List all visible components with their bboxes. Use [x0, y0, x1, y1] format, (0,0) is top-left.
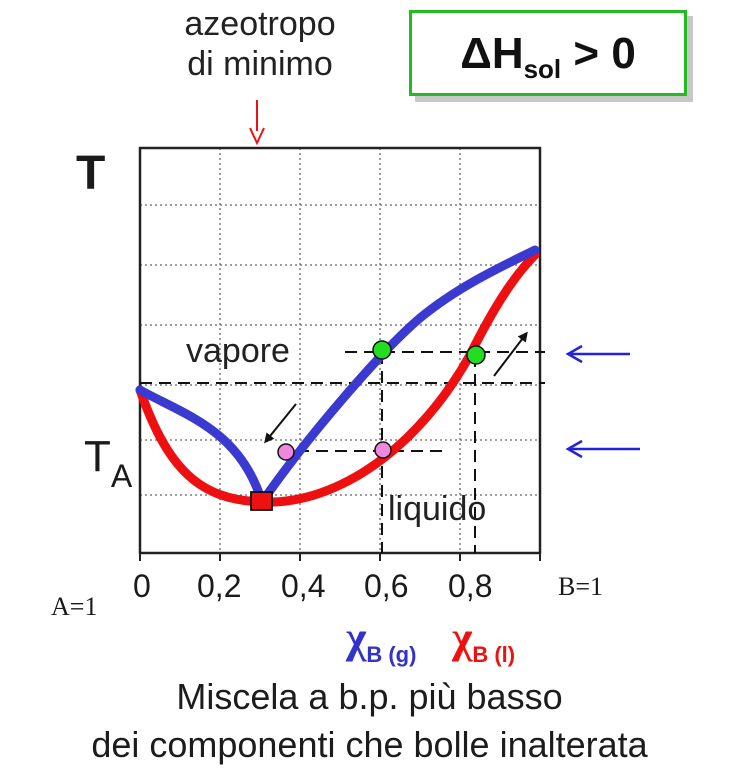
azeotrope-arrow-head — [249, 127, 265, 146]
x-ticks — [139, 553, 541, 561]
arrow-down-left — [264, 403, 297, 444]
enthalpy-rest: > 0 — [561, 29, 636, 78]
azeotrope-line-2: di minimo — [187, 45, 333, 83]
chi-gas-sub: B (g) — [366, 642, 417, 667]
chi-liquid-symbol: χ — [452, 613, 473, 662]
liquid-region-label: liquido — [388, 490, 487, 528]
caption-line-1: Miscela a b.p. più basso — [176, 676, 563, 717]
enthalpy-sub: sol — [523, 54, 562, 84]
enthalpy-box: ΔHsol > 0 — [409, 10, 687, 96]
x-tick-4: 0,8 — [448, 568, 493, 604]
azeotrope-line-1: azeotropo — [184, 5, 336, 43]
x-tick-3: 0,6 — [364, 568, 409, 604]
enthalpy-text: ΔHsol > 0 — [412, 29, 684, 84]
x-tick-1: 0,2 — [197, 568, 242, 604]
ta-label: TA — [84, 432, 132, 494]
arrow-up-right — [493, 331, 528, 377]
ta-sub: A — [110, 458, 133, 494]
chi-liquid-label: χB (l) — [452, 612, 515, 667]
y-axis-label: T — [76, 147, 106, 200]
ta-main: T — [84, 432, 111, 481]
caption-line-2: dei componenti che bolle inalterata — [91, 724, 648, 765]
azeotrope-annotation: azeotropo di minimo — [150, 4, 370, 84]
x-tick-0: 0 — [133, 568, 151, 604]
blue-arrow-lower — [565, 439, 640, 459]
vapor-region-label: vapore — [186, 332, 290, 370]
liquid-point-green — [466, 345, 486, 365]
chi-gas-symbol: χ — [346, 613, 367, 662]
chi-liquid-sub: B (l) — [472, 642, 516, 667]
liquid-point-pink — [374, 441, 392, 459]
vapor-curve — [135, 245, 540, 507]
enthalpy-delta: ΔH — [460, 29, 524, 78]
vapor-point-pink — [277, 443, 295, 461]
end-label-left: A=1 — [51, 592, 98, 621]
x-tick-2: 0,4 — [281, 568, 326, 604]
vapor-point-green — [372, 340, 392, 360]
grid — [140, 148, 540, 553]
chi-gas-label: χB (g) — [346, 612, 416, 667]
end-label-right: B=1 — [558, 572, 604, 601]
azeotrope-point — [250, 491, 273, 511]
blue-arrow-upper — [565, 344, 630, 364]
liquid-curve — [135, 250, 540, 507]
